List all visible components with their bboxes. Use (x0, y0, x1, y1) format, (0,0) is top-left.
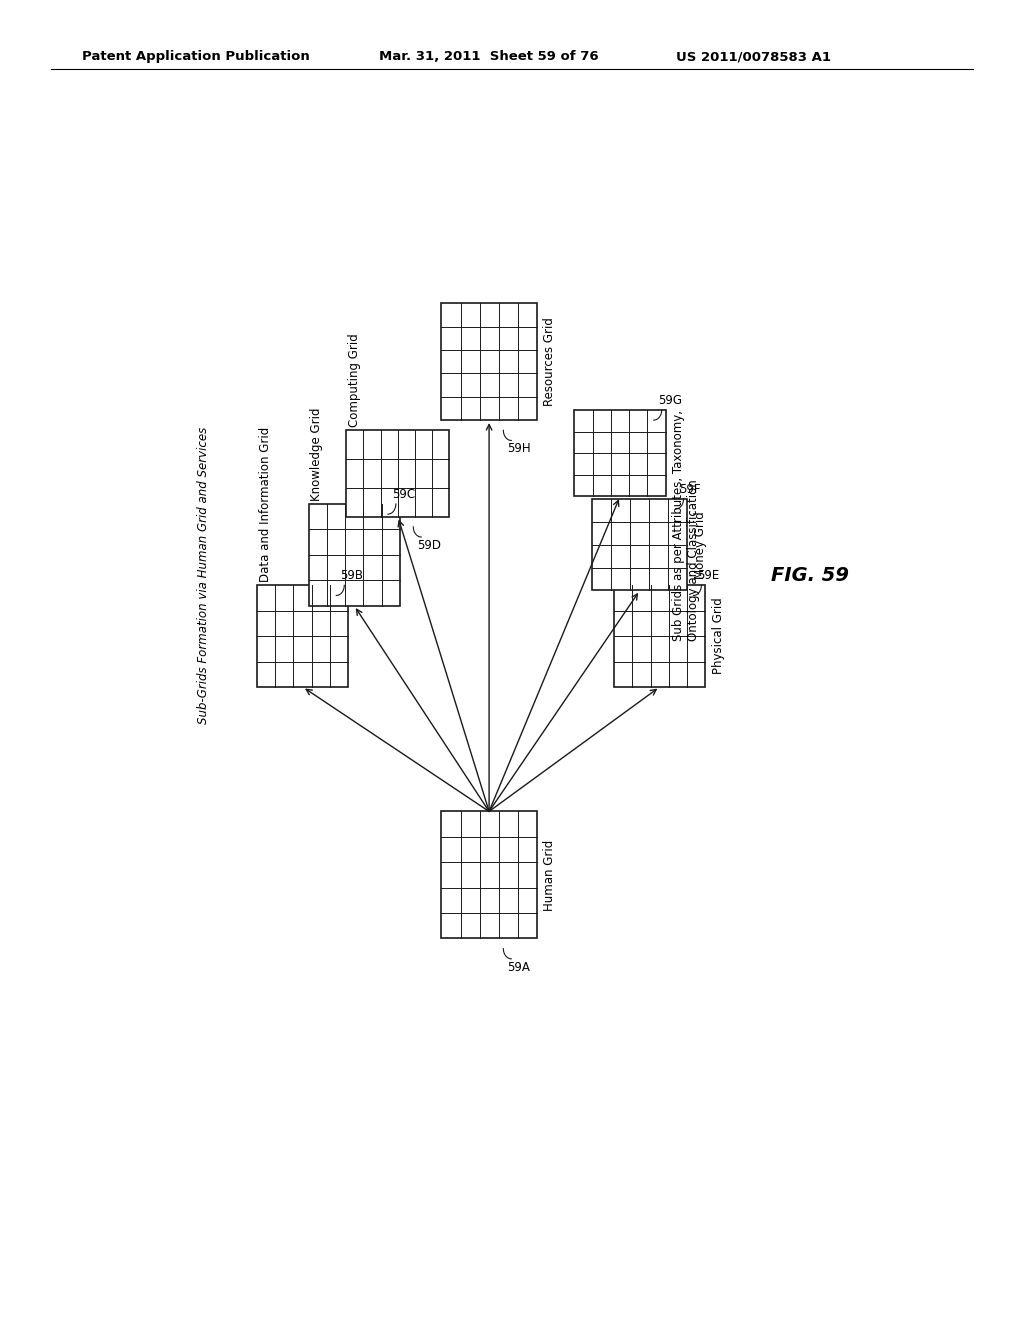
Text: FIG. 59: FIG. 59 (771, 566, 849, 585)
Text: 59F: 59F (680, 483, 701, 496)
Bar (308, 504, 399, 606)
Text: Data and Information Grid: Data and Information Grid (258, 426, 271, 582)
Text: Resources Grid: Resources Grid (543, 317, 556, 407)
Text: 59H: 59H (507, 442, 531, 455)
Text: 59C: 59C (392, 488, 415, 500)
Text: Mar. 31, 2011  Sheet 59 of 76: Mar. 31, 2011 Sheet 59 of 76 (379, 50, 598, 63)
Bar (614, 585, 706, 686)
Bar (441, 812, 537, 939)
Text: US 2011/0078583 A1: US 2011/0078583 A1 (676, 50, 830, 63)
Text: 59A: 59A (507, 961, 530, 974)
Text: 59G: 59G (657, 393, 682, 407)
Bar (441, 304, 537, 420)
Text: Patent Application Publication: Patent Application Publication (82, 50, 309, 63)
Text: Sub Grids as per Attributes, Taxonomy,
Ontology and Classification: Sub Grids as per Attributes, Taxonomy, O… (672, 411, 700, 642)
Text: 59E: 59E (697, 569, 720, 582)
Text: Physical Grid: Physical Grid (712, 598, 725, 675)
Bar (346, 430, 450, 516)
Text: 59D: 59D (417, 539, 441, 552)
Bar (257, 585, 348, 686)
Text: Human Grid: Human Grid (543, 840, 556, 911)
Text: 59B: 59B (340, 569, 364, 582)
Text: Money Grid: Money Grid (694, 511, 707, 578)
Bar (574, 411, 666, 496)
Bar (592, 499, 687, 590)
Text: Computing Grid: Computing Grid (348, 334, 360, 428)
Text: Knowledge Grid: Knowledge Grid (310, 408, 324, 500)
Text: Sub-Grids Formation via Human Grid and Services: Sub-Grids Formation via Human Grid and S… (197, 426, 210, 723)
